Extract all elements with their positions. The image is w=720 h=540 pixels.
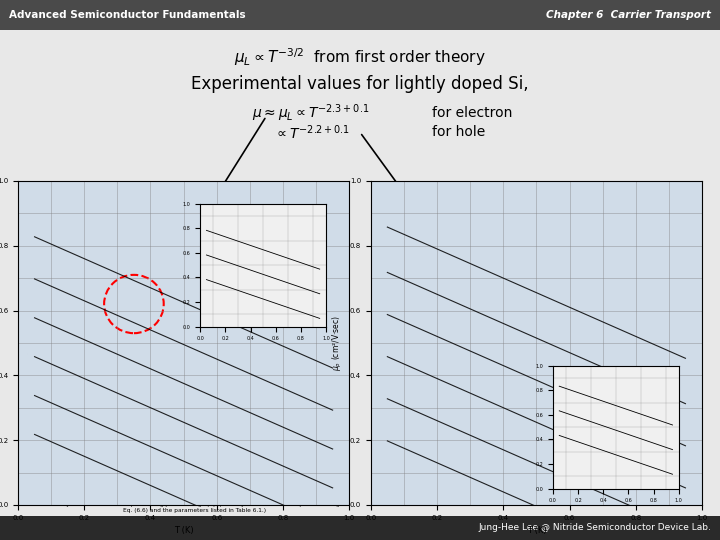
FancyBboxPatch shape [0,30,720,516]
Text: for hole: for hole [432,125,485,139]
Text: Jung-Hee Lee @ Nitride Semiconductor Device Lab.: Jung-Hee Lee @ Nitride Semiconductor Dev… [479,523,711,532]
Text: Chapter 6  Carrier Transport: Chapter 6 Carrier Transport [546,10,711,20]
X-axis label: T (K): T (K) [526,526,546,535]
Text: Advanced Semiconductor Fundamentals: Advanced Semiconductor Fundamentals [9,10,246,20]
Text: for electron: for electron [432,106,513,120]
X-axis label: T (K): T (K) [174,526,194,535]
Text: $\mu \approx \mu_L \propto T^{-2.3+0.1}$: $\mu \approx \mu_L \propto T^{-2.3+0.1}$ [252,103,369,124]
Y-axis label: $\mu_p$ (cm²/V·sec): $\mu_p$ (cm²/V·sec) [331,315,344,371]
Text: $\mu_L \propto T^{-3/2}$  from first order theory: $\mu_L \propto T^{-3/2}$ from first orde… [234,46,486,68]
Text: Figure 6.6  Temperature dependence of (a) electron and (b) hole mobilities in si: Figure 6.6 Temperature dependence of (a)… [50,489,339,513]
FancyBboxPatch shape [0,0,720,30]
Text: $\propto T^{-2.2+0.1}$: $\propto T^{-2.2+0.1}$ [274,123,350,141]
Text: Experimental values for lightly doped Si,: Experimental values for lightly doped Si… [192,75,528,93]
FancyBboxPatch shape [0,516,720,540]
